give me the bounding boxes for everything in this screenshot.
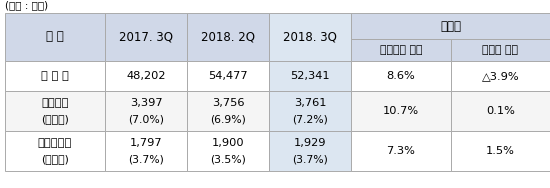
Text: 영업이익: 영업이익	[41, 98, 69, 108]
Text: 매 출 액: 매 출 액	[41, 71, 69, 81]
Text: 8.6%: 8.6%	[387, 71, 415, 81]
Text: 7.3%: 7.3%	[387, 146, 415, 156]
Bar	[5, 91, 105, 131]
Bar	[351, 91, 451, 131]
Text: 구 분: 구 분	[46, 30, 64, 43]
Bar	[5, 13, 105, 61]
Text: (3.7%): (3.7%)	[292, 154, 328, 164]
Bar	[187, 131, 269, 171]
Text: (이익률): (이익률)	[41, 114, 69, 124]
Bar	[351, 13, 550, 39]
Bar	[269, 91, 351, 131]
Bar	[105, 61, 187, 91]
Text: 2017. 3Q: 2017. 3Q	[119, 30, 173, 43]
Text: (7.2%): (7.2%)	[292, 114, 328, 124]
Bar	[451, 39, 550, 61]
Bar	[351, 39, 451, 61]
Text: 3,756: 3,756	[212, 98, 244, 108]
Text: 2018. 3Q: 2018. 3Q	[283, 30, 337, 43]
Text: (이익률): (이익률)	[41, 154, 69, 164]
Text: (7.0%): (7.0%)	[128, 114, 164, 124]
Bar	[351, 131, 451, 171]
Text: 전년동기 대비: 전년동기 대비	[379, 45, 422, 55]
Bar	[269, 61, 351, 91]
Text: 증감률: 증감률	[440, 20, 461, 33]
Text: 52,341: 52,341	[290, 71, 330, 81]
Text: 3,761: 3,761	[294, 98, 326, 108]
Bar	[5, 131, 105, 171]
Text: 0.1%: 0.1%	[486, 106, 515, 116]
Text: 48,202: 48,202	[126, 71, 166, 81]
Text: △3.9%: △3.9%	[482, 71, 519, 81]
Text: (3.5%): (3.5%)	[210, 154, 246, 164]
Text: 1,797: 1,797	[130, 138, 162, 148]
Text: 1,900: 1,900	[212, 138, 244, 148]
Text: 54,477: 54,477	[208, 71, 248, 81]
Bar	[269, 13, 351, 61]
Bar	[105, 91, 187, 131]
Bar	[187, 61, 269, 91]
Text: 3,397: 3,397	[130, 98, 162, 108]
Bar	[5, 61, 105, 91]
Text: 10.7%: 10.7%	[383, 106, 419, 116]
Bar	[187, 91, 269, 131]
Bar	[351, 61, 451, 91]
Text: 1.5%: 1.5%	[486, 146, 515, 156]
Text: 1,929: 1,929	[294, 138, 326, 148]
Bar	[187, 13, 269, 61]
Text: (단위 : 억원): (단위 : 억원)	[5, 0, 48, 10]
Bar	[105, 13, 187, 61]
Bar	[269, 131, 351, 171]
Bar	[105, 131, 187, 171]
Bar	[451, 131, 550, 171]
Text: (6.9%): (6.9%)	[210, 114, 246, 124]
Text: 2018. 2Q: 2018. 2Q	[201, 30, 255, 43]
Text: 전분기 대비: 전분기 대비	[482, 45, 519, 55]
Bar	[451, 91, 550, 131]
Bar	[451, 61, 550, 91]
Text: 당기순이익: 당기순이익	[38, 138, 72, 148]
Text: (3.7%): (3.7%)	[128, 154, 164, 164]
